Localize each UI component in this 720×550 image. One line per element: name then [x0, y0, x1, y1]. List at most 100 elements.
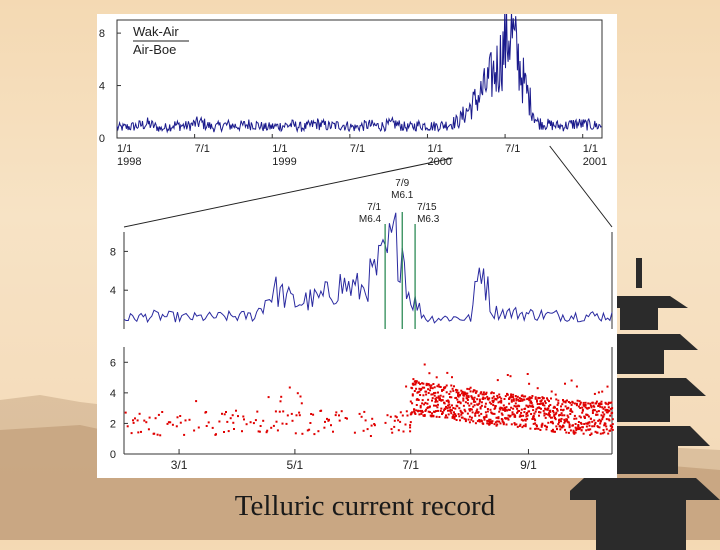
scatter-point: [587, 406, 590, 409]
scatter-point: [537, 427, 540, 430]
scatter-point: [496, 396, 499, 399]
scatter-point: [320, 409, 323, 412]
scatter-point: [553, 413, 556, 416]
scatter-point: [472, 400, 475, 403]
scatter-point: [545, 428, 548, 431]
scatter-point: [477, 394, 480, 397]
scatter-point: [492, 395, 495, 398]
scatter-point: [600, 403, 603, 406]
scatter-point: [455, 391, 458, 394]
scatter-point: [433, 394, 436, 397]
scatter-point: [552, 422, 554, 425]
scatter-point: [410, 412, 413, 415]
scatter-point: [532, 409, 535, 412]
scatter-point: [530, 413, 533, 415]
scatter-point: [585, 429, 588, 432]
scatter-point: [597, 405, 600, 407]
scatter-point: [499, 408, 502, 411]
scatter-point: [492, 399, 495, 402]
scatter-point: [569, 408, 572, 411]
scatter-point: [296, 392, 299, 395]
scatter-point: [566, 418, 568, 421]
scatter-point: [188, 418, 191, 421]
scatter-point: [483, 417, 486, 420]
scatter-point: [564, 382, 566, 385]
scatter-point: [596, 431, 599, 434]
scatter-point: [482, 398, 485, 400]
scatter-point: [543, 414, 546, 417]
scatter-point: [589, 428, 592, 431]
scatter-point: [479, 392, 482, 395]
scatter-point: [299, 395, 302, 398]
scatter-point: [406, 414, 409, 417]
scatter-point: [415, 387, 418, 390]
scatter-point: [562, 408, 565, 411]
scatter-point: [519, 400, 522, 402]
scatter-point: [422, 394, 425, 397]
scatter-point: [526, 373, 529, 375]
scatter-point: [562, 400, 565, 403]
scatter-point: [569, 401, 572, 404]
scatter-point: [484, 393, 487, 396]
scatter-point: [449, 406, 451, 409]
scatter-point: [154, 417, 157, 420]
scatter-point: [227, 430, 230, 433]
scatter-point: [137, 431, 140, 434]
scatter-point: [589, 404, 592, 407]
scatter-point: [507, 418, 510, 421]
scatter-point: [595, 400, 598, 403]
scatter-point: [569, 413, 572, 415]
scatter-point: [175, 425, 178, 428]
scatter-point: [540, 399, 543, 402]
scatter-point: [473, 396, 476, 399]
scatter-point: [229, 417, 232, 420]
scatter-point: [464, 401, 467, 404]
scatter-point: [530, 402, 533, 404]
scatter-point: [413, 410, 416, 413]
scatter-point: [437, 403, 439, 406]
scatter-point: [609, 429, 612, 432]
scatter-point: [509, 396, 512, 399]
scatter-point: [567, 431, 570, 434]
scatter-point: [489, 420, 492, 423]
scatter-point: [533, 417, 536, 420]
scatter-point: [455, 414, 457, 417]
scatter-point: [457, 392, 459, 395]
scatter-point: [444, 386, 447, 389]
scatter-point: [563, 418, 566, 421]
scatter-point: [274, 410, 277, 413]
scatter-point: [487, 398, 490, 401]
scatter-point: [445, 384, 448, 387]
scatter-point: [478, 398, 481, 401]
scatter-point: [446, 416, 449, 419]
scatter-point: [280, 395, 283, 398]
scatter-point: [610, 427, 613, 430]
scatter-point: [462, 394, 465, 397]
scatter-point: [594, 430, 597, 433]
scatter-point: [143, 419, 146, 422]
top-x-tick-year: 2001: [583, 156, 607, 168]
scatter-point: [559, 413, 562, 416]
scatter-point: [267, 396, 270, 399]
scatter-point: [604, 422, 607, 425]
scatter-point: [520, 418, 523, 421]
scatter-point: [607, 410, 610, 413]
scatter-point: [463, 417, 466, 420]
scatter-point: [607, 403, 610, 406]
scatter-point: [464, 392, 467, 395]
scatter-point: [602, 429, 605, 431]
scatter-point: [490, 391, 493, 394]
scatter-point: [456, 389, 459, 392]
scatter-point: [575, 427, 578, 430]
scatter-point: [449, 410, 452, 413]
scatter-point: [466, 399, 469, 401]
scatter-point: [581, 411, 584, 414]
scatter-point: [371, 417, 374, 420]
scatter-point: [232, 421, 235, 424]
scatter-point: [134, 417, 136, 420]
scatter-point: [266, 429, 269, 432]
scatter-point: [521, 426, 524, 429]
scatter-point: [167, 421, 170, 424]
scatter-point: [510, 393, 513, 396]
bottom-y-tick-label: 2: [110, 418, 116, 430]
